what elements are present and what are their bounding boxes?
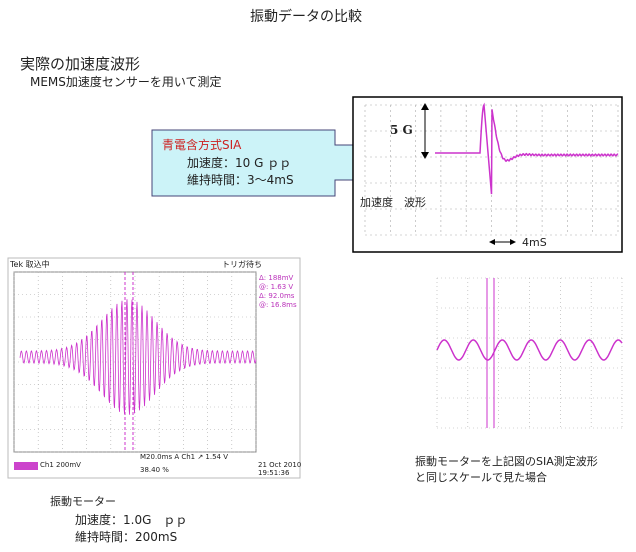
scaled-grid	[436, 277, 623, 429]
readout: @: 1.63 V	[259, 283, 294, 291]
callout-accel: 加速度：10 G ｐｐ	[187, 156, 292, 170]
scope-time: 19:51:36	[258, 469, 290, 477]
arrow-head	[421, 152, 429, 159]
arrow-head	[489, 239, 495, 245]
channel-chip	[14, 462, 38, 470]
title: 振動データの比較	[250, 9, 362, 25]
scope-date: 21 Oct 2010	[258, 461, 302, 469]
scale-label: 5 G	[390, 123, 413, 137]
wave-label: 加速度 波形	[360, 196, 426, 209]
scope-status: Tek 取込中	[10, 260, 50, 269]
time-label: 4mS	[522, 236, 547, 249]
waveform	[435, 102, 619, 195]
readout: @: 16.8ms	[259, 301, 297, 309]
scope-timebase: M20.0ms A Ch1 ↗ 1.54 V	[140, 453, 229, 461]
scope-grid	[13, 271, 257, 453]
motor-name: 振動モーター	[50, 495, 116, 508]
callout-name: 青電含方式SIA	[162, 138, 242, 152]
caption: 振動モーターを上記図のSIA測定波形	[415, 455, 598, 468]
section-heading: 実際の加速度波形	[20, 55, 141, 73]
waveform	[19, 299, 257, 415]
motor-accel: 加速度：1.0G ｐｐ	[75, 513, 188, 527]
sia-grid	[364, 102, 619, 236]
scope-trigger: トリガ待ち	[222, 260, 262, 269]
sia-frame	[352, 96, 623, 253]
scope-position: 38.40 %	[140, 466, 169, 474]
readouts: Δ: 188mV @: 1.63 V Δ: 92.0ms @: 16.8ms	[259, 274, 297, 310]
waveform	[436, 339, 623, 361]
section-subheading: MEMS加速度センサーを用いて測定	[30, 75, 222, 89]
readout: Δ: 188mV	[259, 274, 294, 282]
motor-duration: 維持時間：200mS	[75, 530, 178, 544]
arrow-head	[510, 239, 516, 245]
caption: と同じスケールで見た場合	[415, 471, 547, 484]
callout-duration: 維持時間：3～4mS	[187, 173, 294, 187]
scope-channel: Ch1 200mV	[40, 461, 81, 469]
arrow-head	[421, 103, 429, 110]
readout: Δ: 92.0ms	[259, 292, 295, 300]
